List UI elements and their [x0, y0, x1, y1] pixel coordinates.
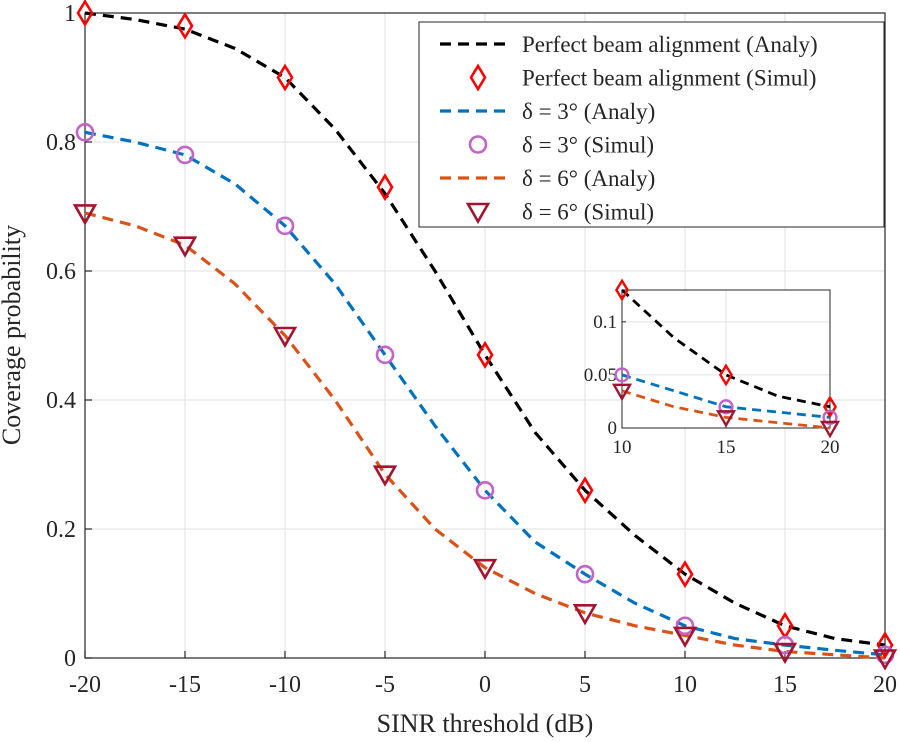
legend-marker-d6_marker [465, 202, 491, 225]
marker-d3_marker [475, 480, 495, 500]
marker-d6_marker [272, 326, 298, 349]
x-tick-label: -15 [169, 672, 201, 698]
x-tick-label: 20 [873, 672, 897, 698]
marker-d3_marker [375, 345, 395, 365]
marker-d3_marker [175, 145, 195, 165]
inset-marker-d3_marker [718, 399, 734, 415]
legend-box [418, 21, 885, 228]
analytic-lines [84, 11, 886, 660]
inset-plot: 10 15 20 0 0.05 0.1 [584, 278, 841, 458]
marker-perfect_marker [276, 63, 294, 92]
inset-x-tick-label: 10 [613, 437, 632, 458]
inset-markers [611, 278, 841, 439]
x-tick-label: 15 [773, 672, 797, 698]
inset-marker-d6_marker [715, 410, 737, 428]
legend-label: δ = 3° (Analy) [522, 99, 655, 124]
inset-marker-d6_marker [819, 420, 841, 439]
marker-d6_marker [572, 604, 598, 626]
marker-perfect_marker [876, 631, 894, 660]
inset-marker-perfect_marker [822, 395, 838, 419]
series-line-d6 [84, 211, 886, 660]
marker-d3_marker [75, 123, 95, 142]
marker-d6_marker [172, 236, 198, 258]
x-ticks: -20 -15 -10 -5 0 5 10 15 20 [69, 651, 897, 698]
marker-perfect_marker [76, 0, 94, 28]
inset-x-ticks: 10 15 20 [613, 424, 840, 458]
legend-marker-perfect_marker [469, 63, 487, 92]
inset-line-perfect [621, 288, 831, 409]
y-ticks: 0 0.2 0.4 0.6 0.8 1 [46, 1, 92, 672]
y-axis-label: Coverage probability [0, 225, 26, 445]
marker-d6_marker [372, 465, 398, 487]
legend-label: δ = 6° (Analy) [522, 166, 655, 191]
marker-perfect_marker [676, 560, 694, 589]
marker-d6_marker [72, 204, 98, 226]
marker-d6_marker [472, 558, 498, 581]
inset-line-d6 [621, 389, 831, 430]
inset-marker-d6_marker [611, 383, 633, 402]
x-tick-label: -20 [69, 672, 101, 698]
marker-d6_marker [872, 649, 898, 671]
marker-perfect_marker [376, 173, 394, 202]
inset-marker-perfect_marker [614, 278, 630, 302]
inset-lines [621, 288, 831, 430]
marker-d6_marker [772, 642, 798, 665]
x-tick-label: 0 [479, 672, 491, 698]
legend: Perfect beam alignment (Analy) Perfect be… [418, 21, 885, 228]
inset-y-tick-label: 0.05 [584, 365, 617, 386]
marker-d6_marker [672, 626, 698, 649]
inset-x-tick-label: 15 [717, 437, 736, 458]
y-tick-label: 0 [64, 646, 76, 672]
marker-perfect_marker [576, 476, 594, 505]
simulation-markers [72, 0, 898, 671]
series-line-d3 [84, 130, 886, 657]
inset-y-tick-label: 0.1 [593, 312, 617, 333]
inset-y-ticks: 0 0.05 0.1 [584, 312, 626, 439]
x-tick-label: -5 [375, 672, 395, 698]
y-tick-label: 0.6 [46, 259, 76, 285]
x-tick-label: 10 [673, 672, 697, 698]
legend-label: δ = 3° (Simul) [522, 133, 654, 158]
inset-x-tick-label: 20 [821, 437, 840, 458]
legend-label: Perfect beam alignment (Simul) [522, 66, 816, 91]
marker-perfect_marker [176, 11, 194, 40]
marker-perfect_marker [476, 340, 494, 369]
y-tick-label: 0.4 [46, 388, 76, 414]
inset-marker-perfect_marker [718, 363, 734, 387]
legend-marker-d3_marker [468, 135, 488, 154]
y-tick-label: 0.8 [46, 130, 76, 156]
legend-label: Perfect beam alignment (Analy) [522, 32, 818, 57]
x-tick-label: 5 [579, 672, 591, 698]
x-tick-label: -10 [269, 672, 301, 698]
marker-d3_marker [275, 216, 295, 236]
inset-line-d3 [621, 373, 831, 419]
y-tick-label: 0.2 [46, 517, 76, 543]
y-tick-label: 1 [64, 1, 76, 27]
x-axis-label: SINR threshold (dB) [377, 709, 594, 738]
marker-d3_marker [675, 616, 695, 636]
inset-y-tick-label: 0 [608, 418, 618, 439]
marker-d3_marker [575, 564, 595, 584]
inset-marker-d3_marker [614, 367, 630, 383]
inset-marker-d3_marker [822, 409, 838, 425]
legend-label: δ = 6° (Simul) [522, 200, 654, 225]
